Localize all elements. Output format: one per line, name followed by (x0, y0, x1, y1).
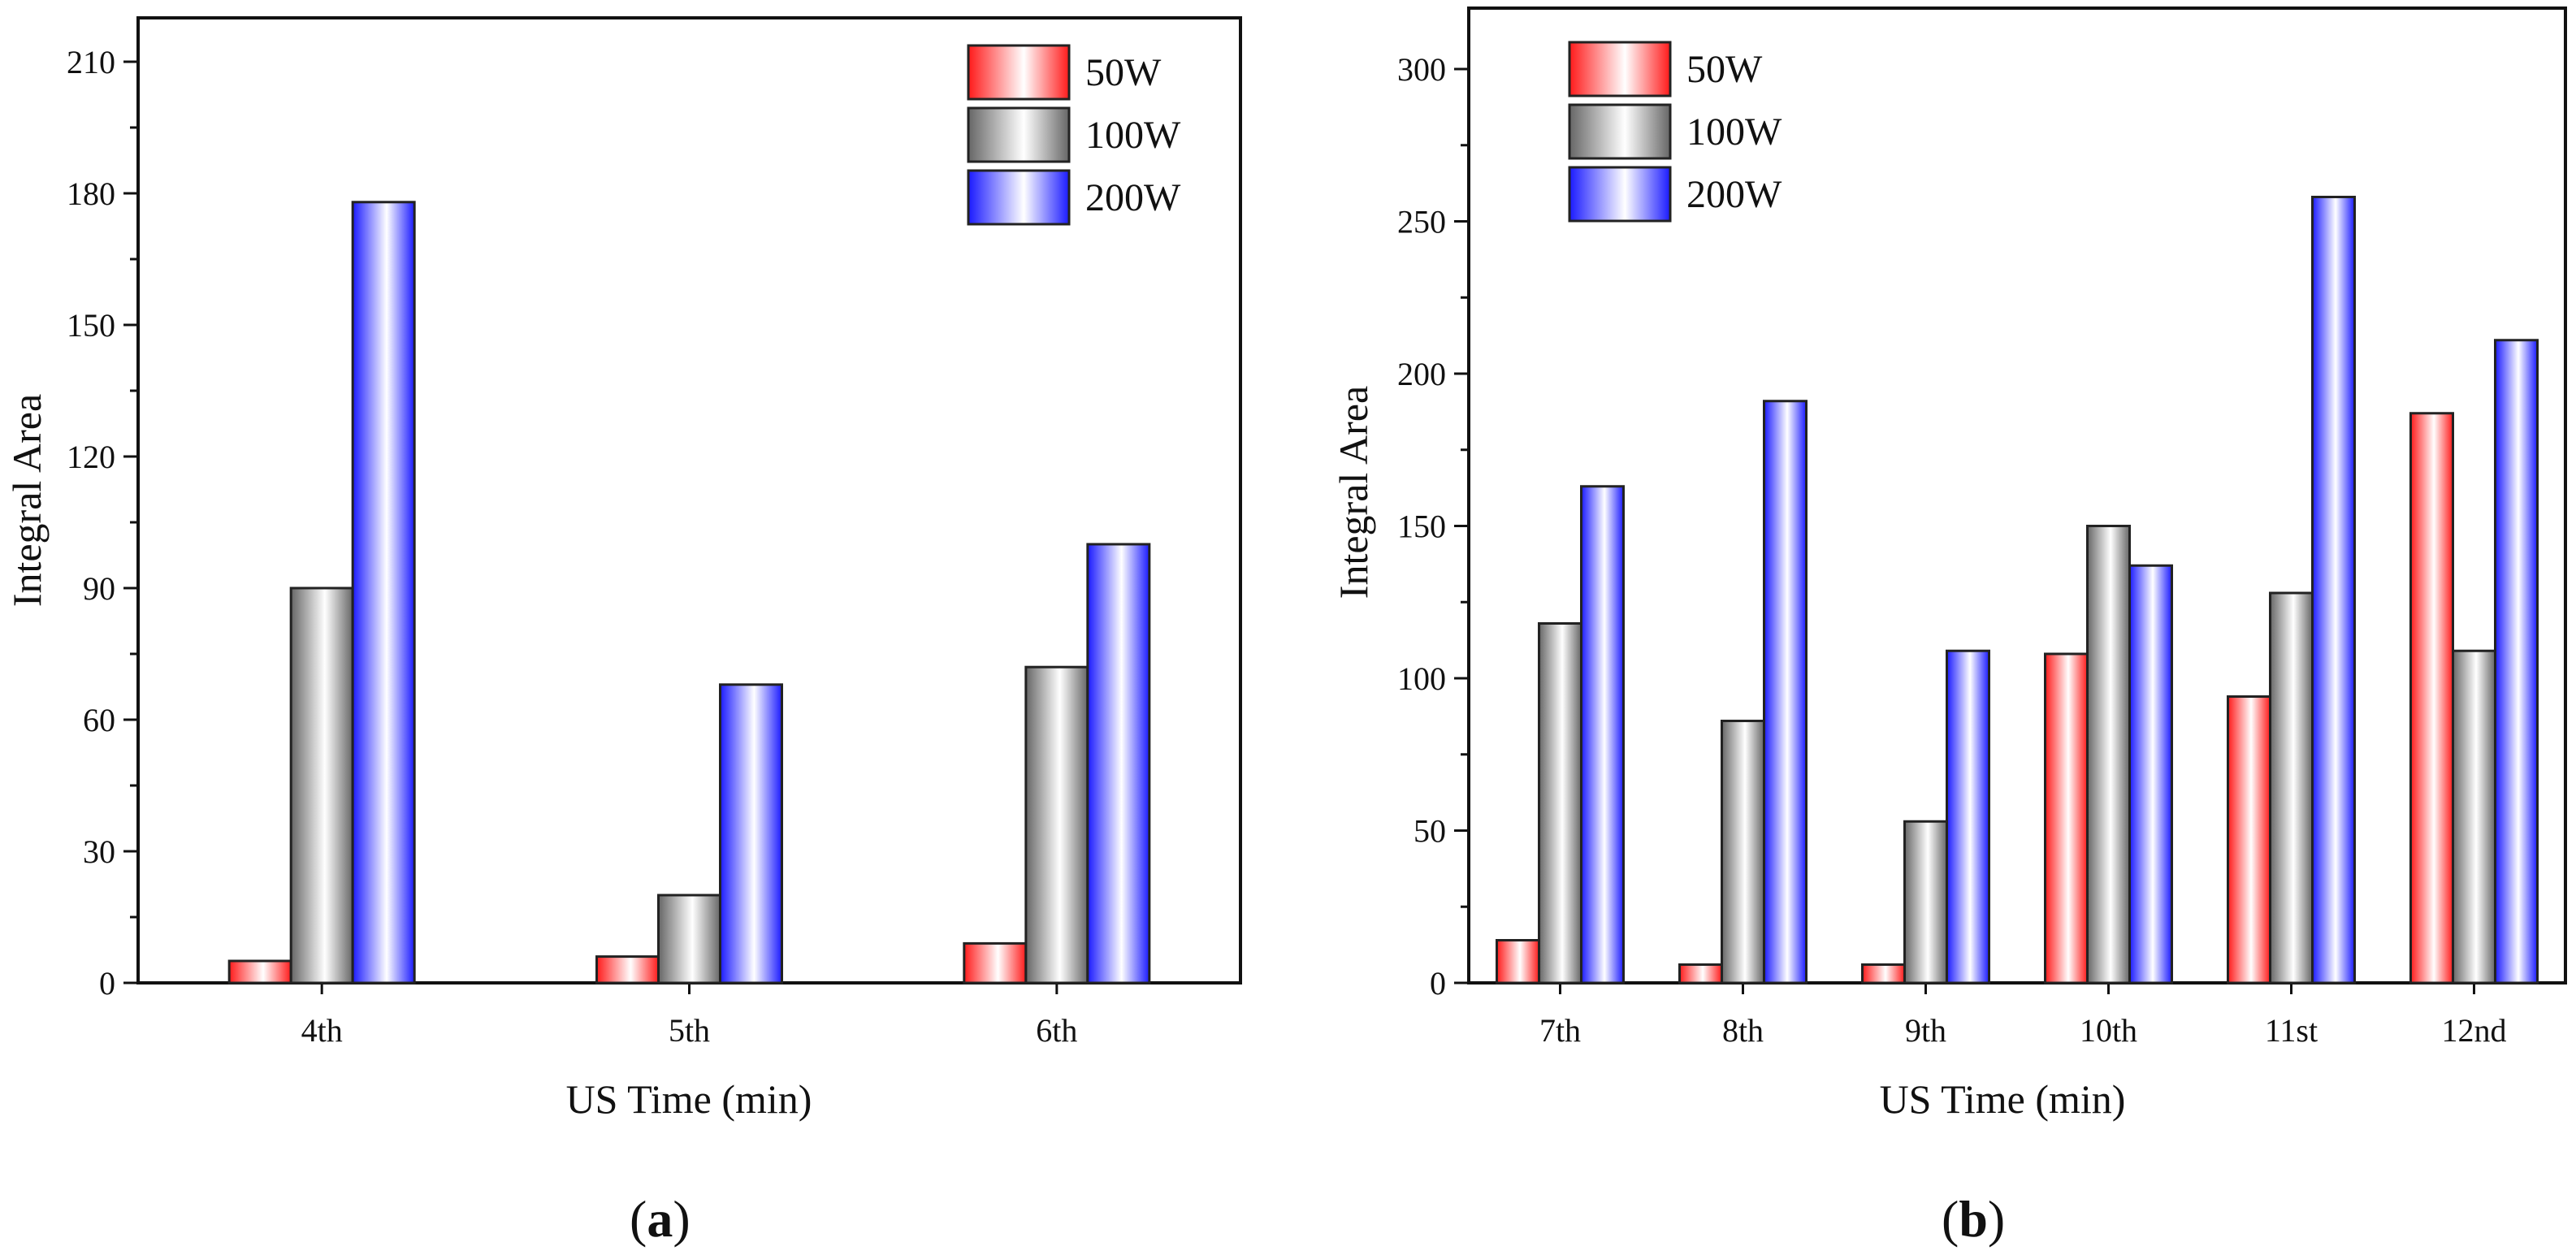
panel-b-panel-label: (b) (1942, 1190, 2005, 1248)
panel-a-bar-200w-5th (719, 683, 783, 985)
panel-a-y-tick-label: 120 (67, 439, 115, 475)
panel-a-y-tick-label: 90 (83, 570, 115, 607)
panel-a-bar-100w-6th (1024, 665, 1089, 985)
panel-b-bar-50w-11st (2227, 695, 2271, 985)
panel-a-legend: 50W 100W 200W (967, 44, 1181, 226)
panel-b-x-tick-label-8th: 8th (1722, 1012, 1764, 1049)
panel-b-bar-50w-8th (1678, 963, 1723, 985)
panel-a-bar-200w-4th (351, 201, 416, 985)
panel-b-legend-swatch-200w (1568, 166, 1672, 223)
panel-b-x-tick-label-9th: 9th (1905, 1012, 1946, 1049)
panel-b-legend-label-50w: 50W (1686, 48, 1763, 91)
panel-b-legend-swatch-50w (1568, 41, 1672, 97)
panel-a-legend-swatch-50w (967, 44, 1071, 101)
panel-a-y-tick-label: 150 (67, 307, 115, 344)
panel-b-bar-100w-12nd (2452, 649, 2496, 985)
panel-a-y-tick-label: 30 (83, 833, 115, 870)
panel-b-bar-50w-12nd (2409, 412, 2454, 985)
panel-b-panel-letter: b (1959, 1190, 1988, 1248)
panel-b-y-tick-label: 200 (1397, 356, 1446, 392)
panel-a-x-tick-label-4th: 4th (301, 1012, 343, 1049)
panel-a-y-tick-label: 0 (99, 965, 115, 1002)
panel-a-panel-letter: a (647, 1190, 673, 1248)
panel-b-x-tick-label-7th: 7th (1539, 1012, 1581, 1049)
panel-b-bar-50w-7th (1496, 939, 1540, 985)
panel-b-bar-200w-8th (1763, 400, 1808, 985)
panel-a-bar-200w-6th (1086, 543, 1151, 985)
panel-b-bar-100w-7th (1538, 622, 1582, 985)
panel-a-bar-100w-5th (657, 894, 721, 985)
panel-b-bar-50w-10th (2044, 652, 2089, 985)
panel-a-legend-swatch-200w (967, 169, 1071, 226)
panel-b-legend-swatch-100w (1568, 103, 1672, 160)
panel-a-bar-100w-4th (289, 586, 354, 985)
panel-b-y-tick-label: 100 (1397, 660, 1446, 697)
panel-b-y-tick-label: 250 (1397, 204, 1446, 240)
panel-b-bar-100w-9th (1903, 820, 1948, 985)
panel-b-x-tick-label-10th: 10th (2080, 1012, 2137, 1049)
panel-b-chart: 0 50 100 150 200 250 300 7th 8th 9th 10th 11st 12nd U… (1331, 6, 2567, 1248)
panel-b-bar-200w-12nd (2494, 339, 2539, 985)
panel-b-plot-frame (1467, 6, 2567, 985)
panel-b-y-tick-label: 0 (1430, 965, 1446, 1002)
panel-b-x-tick-label-11st: 11st (2265, 1012, 2318, 1049)
panel-b-bar-200w-10th (2128, 564, 2173, 985)
panel-b-bar-200w-11st (2311, 196, 2356, 985)
panel-b-bar-200w-9th (1946, 649, 1990, 985)
panel-b-bar-50w-9th (1861, 963, 1906, 985)
panel-a-bar-50w-5th (595, 955, 660, 985)
panel-a-panel-label: (a) (630, 1190, 691, 1248)
panel-a-y-tick-label: 60 (83, 702, 115, 738)
panel-a-legend-label-50w: 50W (1085, 51, 1162, 94)
panel-a-legend-label-200w: 200W (1085, 176, 1181, 219)
panel-a-y-axis-label: Integral Area (4, 394, 50, 607)
panel-b-x-axis-label: US Time (min) (1880, 1076, 2126, 1122)
panel-b-legend-label-200w: 200W (1686, 173, 1782, 216)
panel-a-x-axis-label: US Time (min) (566, 1076, 812, 1122)
panel-b-legend-label-100w: 100W (1686, 110, 1782, 154)
panel-b-bar-100w-10th (2086, 525, 2131, 985)
panel-b-x-tick-label-12nd: 12nd (2442, 1012, 2507, 1049)
panel-a-legend-swatch-100w (967, 106, 1071, 163)
panel-a-chart: 0 30 60 90 120 150 180 210 4th 5th 6th US Time (min… (4, 16, 1242, 1248)
panel-b-bar-100w-11st (2269, 591, 2314, 985)
panel-a-bar-50w-4th (227, 959, 292, 985)
panel-b-y-axis-label: Integral Area (1331, 386, 1376, 599)
panel-a-y-tick-label: 210 (67, 44, 115, 80)
panel-a-x-tick-label-5th: 5th (669, 1012, 710, 1049)
panel-a-x-tick-label-6th: 6th (1036, 1012, 1077, 1049)
panel-b-bar-100w-8th (1721, 720, 1765, 985)
panel-b-legend: 50W 100W 200W (1568, 41, 1782, 223)
panel-b-bar-200w-7th (1580, 485, 1625, 985)
panel-a-bar-50w-6th (963, 941, 1028, 985)
panel-b-y-tick-label: 300 (1397, 51, 1446, 88)
panel-b-y-tick-label: 50 (1414, 813, 1446, 850)
panel-a-legend-label-100w: 100W (1085, 114, 1181, 157)
panel-a-y-tick-label: 180 (67, 175, 115, 212)
panel-b-y-tick-label: 150 (1397, 508, 1446, 545)
